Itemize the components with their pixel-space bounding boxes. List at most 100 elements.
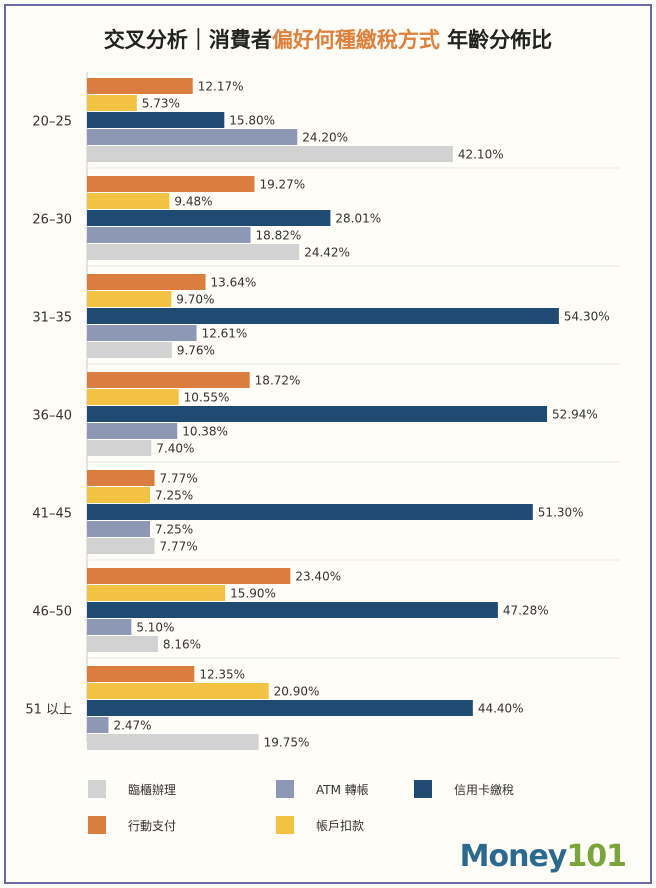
title-prefix: 交叉分析｜消費者 bbox=[103, 28, 272, 52]
bar bbox=[87, 146, 453, 162]
bar bbox=[87, 112, 225, 128]
bar bbox=[87, 78, 193, 94]
bar bbox=[87, 717, 109, 733]
bar bbox=[87, 176, 255, 192]
bar bbox=[87, 244, 300, 260]
data-label: 9.70% bbox=[176, 293, 214, 307]
legend-swatch bbox=[88, 816, 106, 834]
bar bbox=[87, 210, 331, 226]
legend-swatch bbox=[276, 816, 294, 834]
data-label: 19.27% bbox=[259, 178, 305, 192]
data-label: 9.76% bbox=[177, 344, 215, 358]
category-label: 31–35 bbox=[32, 311, 72, 326]
legend-swatch bbox=[276, 780, 294, 798]
data-label: 47.28% bbox=[503, 604, 549, 618]
category-label: 46–50 bbox=[32, 605, 72, 620]
bar bbox=[87, 538, 155, 554]
bar bbox=[87, 291, 172, 307]
title-suffix: 年齡分佈比 bbox=[439, 28, 553, 52]
data-label: 18.82% bbox=[256, 229, 302, 243]
data-label: 7.77% bbox=[160, 472, 198, 486]
bar bbox=[87, 700, 473, 716]
data-label: 2.47% bbox=[113, 719, 151, 733]
data-label: 51.30% bbox=[538, 506, 584, 520]
bar bbox=[87, 636, 158, 652]
data-label: 7.77% bbox=[160, 540, 198, 554]
logo-text: Money bbox=[459, 839, 568, 874]
data-label: 10.38% bbox=[182, 425, 228, 439]
category-label: 20–25 bbox=[32, 115, 72, 130]
data-label: 23.40% bbox=[295, 570, 341, 584]
legend-label: 信用卡繳稅 bbox=[454, 782, 515, 797]
data-label: 52.94% bbox=[552, 408, 598, 422]
bar bbox=[87, 227, 251, 243]
legend-label: 帳戶扣款 bbox=[316, 818, 365, 833]
data-label: 15.90% bbox=[230, 587, 276, 601]
data-label: 15.80% bbox=[229, 114, 275, 128]
legend-label: 臨櫃辦理 bbox=[128, 782, 177, 797]
money101-logo: Money101 bbox=[459, 839, 627, 874]
bar bbox=[87, 274, 206, 290]
bar bbox=[87, 568, 291, 584]
category-label: 36–40 bbox=[32, 409, 72, 424]
bar bbox=[87, 585, 226, 601]
bar bbox=[87, 325, 197, 341]
data-label: 8.16% bbox=[163, 638, 201, 652]
legend-item: ATM 轉帳 bbox=[276, 780, 369, 798]
data-label: 24.42% bbox=[304, 246, 350, 260]
data-label: 10.55% bbox=[184, 391, 230, 405]
bar bbox=[87, 521, 151, 537]
data-label: 18.72% bbox=[255, 374, 301, 388]
category-label: 26–30 bbox=[32, 213, 72, 228]
bar bbox=[87, 308, 559, 324]
data-label: 24.20% bbox=[302, 131, 348, 145]
legend-item: 帳戶扣款 bbox=[276, 816, 364, 834]
legend-label: ATM 轉帳 bbox=[316, 782, 369, 797]
data-label: 12.17% bbox=[198, 80, 244, 94]
bar bbox=[87, 666, 195, 682]
data-label: 5.73% bbox=[142, 97, 180, 111]
bar bbox=[87, 95, 137, 111]
data-label: 7.25% bbox=[155, 523, 193, 537]
chart-title: 交叉分析｜消費者偏好何種繳稅方式 年齡分佈比 bbox=[0, 24, 656, 54]
bar bbox=[87, 193, 170, 209]
data-label: 5.10% bbox=[136, 621, 174, 635]
data-label: 20.90% bbox=[274, 685, 320, 699]
bar bbox=[87, 734, 259, 750]
legend-item: 信用卡繳稅 bbox=[414, 780, 514, 798]
legend-item: 臨櫃辦理 bbox=[88, 780, 176, 798]
data-label: 19.75% bbox=[264, 736, 310, 750]
data-label: 7.25% bbox=[155, 489, 193, 503]
logo-number: 101 bbox=[566, 839, 627, 874]
bar bbox=[87, 372, 250, 388]
category-label: 41–45 bbox=[32, 507, 72, 522]
legend-item: 行動支付 bbox=[88, 816, 176, 834]
bar bbox=[87, 423, 178, 439]
bar bbox=[87, 619, 132, 635]
data-label: 54.30% bbox=[564, 310, 610, 324]
data-label: 42.10% bbox=[458, 148, 504, 162]
bar bbox=[87, 504, 533, 520]
bar bbox=[87, 487, 151, 503]
bar bbox=[87, 129, 298, 145]
bar bbox=[87, 470, 155, 486]
bar bbox=[87, 389, 179, 405]
bar bbox=[87, 342, 172, 358]
data-label: 44.40% bbox=[478, 702, 524, 716]
data-label: 28.01% bbox=[335, 212, 381, 226]
bar bbox=[87, 683, 269, 699]
bar bbox=[87, 406, 548, 422]
bar bbox=[87, 602, 498, 618]
legend-swatch bbox=[414, 780, 432, 798]
data-label: 13.64% bbox=[211, 276, 257, 290]
data-label: 7.40% bbox=[156, 442, 194, 456]
data-label: 9.48% bbox=[174, 195, 212, 209]
legend-label: 行動支付 bbox=[128, 818, 177, 833]
legend-swatch bbox=[88, 780, 106, 798]
category-label: 51 以上 bbox=[25, 703, 72, 718]
title-highlight: 偏好何種繳稅方式 bbox=[271, 28, 440, 52]
data-label: 12.35% bbox=[199, 668, 245, 682]
bar bbox=[87, 440, 152, 456]
data-label: 12.61% bbox=[202, 327, 248, 341]
